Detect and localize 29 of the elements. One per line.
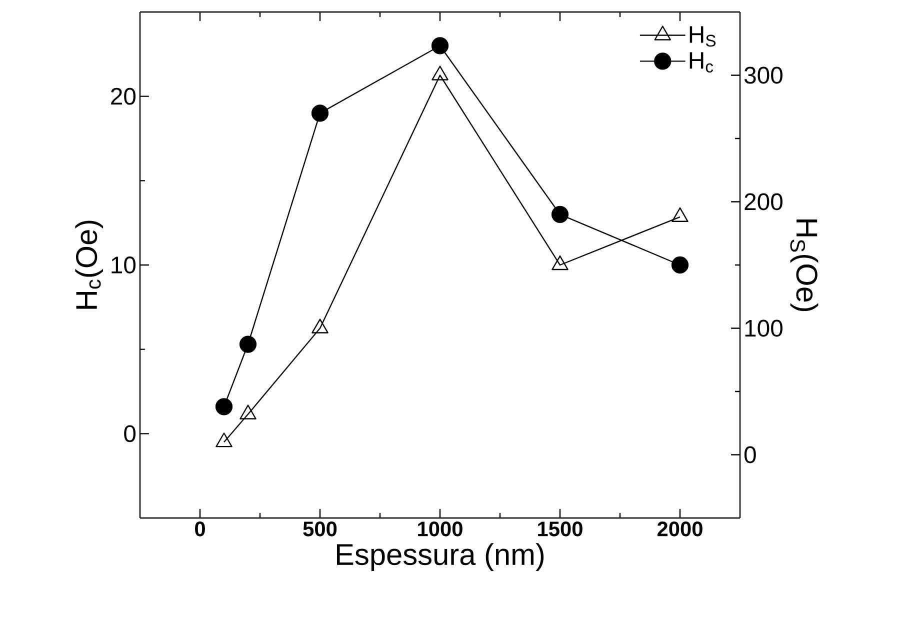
point: [216, 432, 232, 448]
y2-tick-label: 300: [744, 66, 782, 84]
y2-axis-title: H$_{S}$(Oe): [790, 220, 818, 312]
y2-tick-label: 200: [744, 193, 782, 210]
point: [552, 255, 568, 270]
y-tick-label: 0: [124, 425, 136, 442]
point: [431, 37, 449, 54]
point: [239, 336, 257, 353]
y-axis-title: H$_{c}$(Oe): [75, 220, 104, 309]
point: [240, 404, 256, 420]
legend-label: H$_{S}$: [690, 26, 716, 47]
point: [312, 318, 328, 334]
point: [672, 207, 688, 222]
point: [215, 398, 233, 416]
point: [551, 206, 569, 223]
y-tick-label: 20: [111, 88, 136, 105]
y2-tick-label: 0: [744, 446, 756, 464]
point: [671, 256, 689, 274]
y-tick-label: 10: [112, 256, 136, 274]
x-axis-title: Espessura (nm): [336, 543, 544, 572]
x-tick-label: 1500: [538, 522, 582, 536]
point: [311, 104, 329, 122]
x-tick-label: 2000: [657, 522, 702, 536]
x-tick-label: 500: [303, 522, 337, 536]
x-tick-label: 0: [195, 522, 205, 536]
legend-label: H$_{c}$: [690, 52, 714, 73]
y2-tick-label: 100: [745, 320, 782, 337]
point: [432, 66, 448, 80]
x-tick-label: 1000: [418, 522, 462, 536]
